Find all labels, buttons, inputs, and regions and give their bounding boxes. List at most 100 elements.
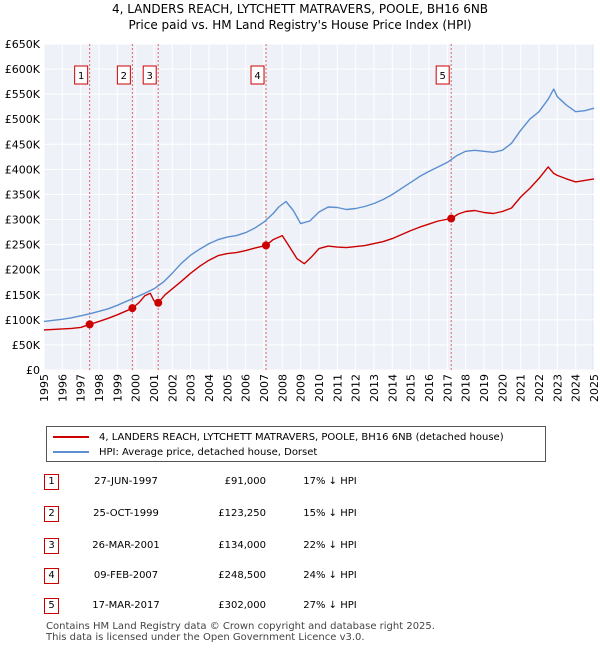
legend-item-hpi: HPI: Average price, detached house, Dors…	[53, 445, 317, 459]
sale-price: £123,250	[218, 508, 266, 519]
x-tick-label: 2021	[515, 374, 528, 402]
x-tick-label: 2012	[350, 374, 363, 402]
sale-hpi-diff: 22% ↓ HPI	[303, 540, 357, 551]
x-tick-label: 2009	[295, 374, 308, 402]
legend-swatch-hpi	[53, 451, 89, 453]
x-tick-label: 2000	[130, 374, 143, 402]
x-tick-label: 2023	[551, 374, 564, 402]
y-tick-label: £50K	[12, 339, 41, 352]
table-row: 4 09-FEB-2007 £248,500 24% ↓ HPI	[44, 566, 564, 586]
sale-point	[128, 304, 137, 313]
x-tick-label: 2002	[166, 374, 179, 402]
property-price-line	[43, 166, 595, 331]
sale-point	[447, 214, 456, 223]
sale-marker-badge: 5	[44, 598, 59, 614]
x-tick-label: 2025	[588, 374, 600, 402]
y-tick-label: £250K	[5, 239, 41, 252]
y-tick-label: £0	[26, 364, 40, 377]
x-tick-label: 2022	[533, 374, 546, 402]
x-tick-label: 2004	[203, 374, 216, 402]
x-tick-label: 1996	[56, 374, 69, 402]
sale-date: 27-JUN-1997	[94, 476, 158, 487]
sale-marker-badge: 3	[44, 538, 59, 554]
y-tick-label: £450K	[5, 138, 41, 151]
x-tick-label: 2005	[221, 374, 234, 402]
x-tick-label: 2015	[405, 374, 418, 402]
x-tick-label: 2001	[148, 374, 161, 402]
legend-label-hpi: HPI: Average price, detached house, Dors…	[99, 446, 318, 458]
x-tick-label: 1995	[38, 374, 51, 402]
sale-marker-badge: 2	[44, 506, 59, 522]
sale-marker-box	[74, 65, 89, 85]
x-tick-label: 2024	[570, 374, 583, 402]
sale-date: 25-OCT-1999	[93, 508, 159, 519]
x-tick-label: 2017	[441, 374, 454, 402]
sale-marker-badge: 4	[44, 568, 59, 584]
x-tick-label: 2007	[258, 374, 271, 402]
sale-hpi-diff: 17% ↓ HPI	[303, 476, 357, 487]
future-band	[592, 44, 594, 370]
price-chart: £0 £50K £100K £150K £200K £250K £300K £350K £400…	[5, 38, 600, 402]
footer-attribution: Contains HM Land Registry data © Crown c…	[46, 621, 435, 643]
sale-point	[262, 241, 271, 250]
sale-marker-box	[142, 65, 157, 85]
x-tick-label: 2014	[386, 374, 399, 402]
x-tick-label: 2019	[478, 374, 491, 402]
sale-marker-badge: 1	[44, 474, 59, 490]
x-tick-label: 2010	[313, 374, 326, 402]
sale-marker-label: 4	[254, 71, 260, 82]
hpi-line	[43, 88, 595, 323]
chart-title-line2: Price paid vs. HM Land Registry's House …	[128, 18, 472, 32]
footer-line1: Contains HM Land Registry data © Crown c…	[46, 621, 435, 632]
x-tick-label: 2006	[240, 374, 253, 402]
sale-date: 26-MAR-2001	[92, 540, 160, 551]
x-tick-label: 2013	[368, 374, 381, 402]
table-row: 3 26-MAR-2001 £134,000 22% ↓ HPI	[44, 536, 564, 556]
chart-title-line1: 4, LANDERS REACH, LYTCHETT MATRAVERS, PO…	[111, 2, 489, 16]
y-tick-label: £550K	[5, 88, 41, 101]
sale-marker-label: 2	[121, 71, 127, 82]
sale-price: £248,500	[218, 570, 266, 581]
x-tick-label: 2018	[460, 374, 473, 402]
x-tick-label: 2020	[496, 374, 509, 402]
x-tick-label: 2003	[185, 374, 198, 402]
sale-price: £302,000	[218, 600, 266, 611]
footer-line2: This data is licensed under the Open Gov…	[46, 632, 365, 643]
sale-hpi-diff: 15% ↓ HPI	[303, 508, 357, 519]
chart-legend: 4, LANDERS REACH, LYTCHETT MATRAVERS, PO…	[46, 426, 546, 462]
sale-point	[154, 298, 163, 307]
sale-marker-box	[435, 65, 450, 85]
sale-date: 17-MAR-2017	[92, 600, 160, 611]
legend-swatch-property	[53, 436, 89, 438]
table-row: 5 17-MAR-2017 £302,000 27% ↓ HPI	[44, 596, 564, 616]
x-tick-label: 2016	[423, 374, 436, 402]
y-tick-label: £500K	[5, 113, 41, 126]
y-tick-label: £150K	[5, 289, 41, 302]
table-row: 1 27-JUN-1997 £91,000 17% ↓ HPI	[44, 472, 564, 492]
sale-marker-box	[250, 65, 265, 85]
x-tick-label: 2008	[276, 374, 289, 402]
sale-marker-label: 5	[439, 71, 445, 82]
legend-item-property: 4, LANDERS REACH, LYTCHETT MATRAVERS, PO…	[53, 430, 504, 444]
y-tick-label: £650K	[5, 38, 41, 51]
y-tick-label: £300K	[5, 214, 41, 227]
y-tick-label: £400K	[5, 163, 41, 176]
y-tick-label: £600K	[5, 63, 41, 76]
y-tick-label: £100K	[5, 314, 41, 327]
sale-marker-label: 1	[78, 71, 84, 82]
sale-hpi-diff: 24% ↓ HPI	[303, 570, 357, 581]
sale-point	[85, 320, 94, 329]
sale-marker-label: 3	[147, 71, 153, 82]
y-tick-label: £200K	[5, 264, 41, 277]
x-tick-label: 1998	[93, 374, 106, 402]
y-tick-label: £350K	[5, 188, 41, 201]
x-tick-label: 1997	[75, 374, 88, 402]
sale-hpi-diff: 27% ↓ HPI	[303, 600, 357, 611]
sale-price: £134,000	[218, 540, 266, 551]
legend-label-property: 4, LANDERS REACH, LYTCHETT MATRAVERS, PO…	[99, 431, 504, 443]
sale-price: £91,000	[224, 476, 266, 487]
sale-date: 09-FEB-2007	[93, 570, 159, 581]
table-row: 2 25-OCT-1999 £123,250 15% ↓ HPI	[44, 504, 564, 524]
sale-marker-box	[116, 65, 131, 85]
x-tick-label: 1999	[111, 374, 124, 402]
